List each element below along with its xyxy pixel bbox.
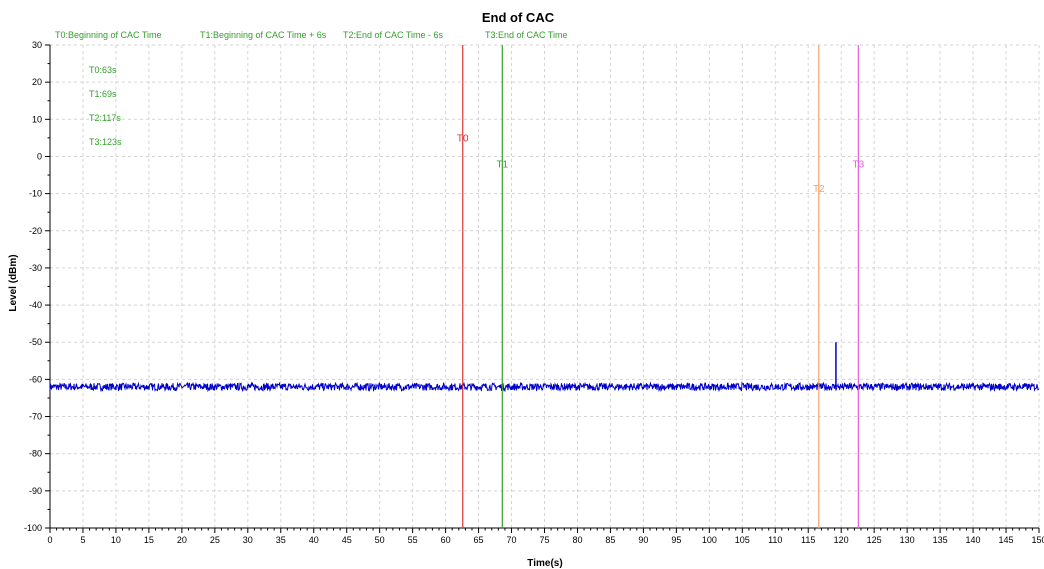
marker-label-t3: T3 (853, 160, 865, 171)
series (49, 342, 1040, 393)
x-tick-label: 100 (702, 535, 717, 545)
y-tick-label: -30 (29, 263, 42, 273)
y-tick-label: -100 (24, 523, 42, 533)
legend-entry: T0:Beginning of CAC Time (55, 30, 162, 40)
x-tick-label: 110 (768, 535, 782, 545)
legend-entry: T1:Beginning of CAC Time + 6s (200, 30, 327, 40)
x-tick-label: 55 (408, 535, 418, 545)
y-tick-label: -20 (29, 226, 42, 236)
x-tick-label: 75 (539, 535, 549, 545)
markers: T0 T1 T2 T3 (457, 45, 865, 528)
y-tick-label: -10 (29, 189, 42, 199)
x-tick-label: 120 (834, 535, 849, 545)
info-line: T1:69s (89, 89, 117, 99)
x-tick-label: 50 (375, 535, 385, 545)
chart-title: End of CAC (482, 10, 555, 25)
info-line: T0:63s (89, 65, 117, 75)
y-tick-label: 0 (37, 151, 42, 161)
legend-top: T0:Beginning of CAC Time T1:Beginning of … (55, 30, 568, 40)
marker-label-t1: T1 (496, 160, 508, 171)
x-tick-label: 20 (177, 535, 187, 545)
x-tick-label: 90 (638, 535, 648, 545)
y-tick-label: -40 (29, 300, 42, 310)
x-axis-label: Time(s) (527, 558, 562, 569)
y-tick-label: 30 (32, 40, 42, 50)
y-tick-label: -70 (29, 412, 42, 422)
signal-line (49, 381, 1040, 393)
legend-entry: T2:End of CAC Time - 6s (343, 30, 444, 40)
x-tick-label: 15 (144, 535, 154, 545)
x-tick-label: 60 (441, 535, 451, 545)
x-tick-label: 70 (507, 535, 517, 545)
x-tick-label: 10 (111, 535, 121, 545)
x-tick-label: 135 (933, 535, 948, 545)
x-tick-label: 65 (474, 535, 484, 545)
x-tick-label: 0 (47, 535, 52, 545)
y-tick-label: -60 (29, 374, 42, 384)
x-tick-label: 5 (80, 535, 85, 545)
info-box: T0:63s T1:69s T2:117s T3:123s (89, 65, 122, 147)
x-tick-label: 150 (1031, 535, 1044, 545)
x-tick-label: 105 (735, 535, 750, 545)
axes: 0 5 10 15 20 25 30 35 40 45 50 55 60 65 70 75 80 85 90 95 10… (24, 40, 1044, 545)
legend-entry: T3:End of CAC Time (485, 30, 568, 40)
x-tick-label: 40 (309, 535, 319, 545)
y-tick-label: 10 (32, 114, 42, 124)
marker-label-t0: T0 (457, 134, 469, 145)
x-tick-label: 140 (966, 535, 981, 545)
y-tick-label: -80 (29, 449, 42, 459)
x-tick-label: 115 (801, 535, 815, 545)
x-tick-label: 125 (867, 535, 882, 545)
info-line: T3:123s (89, 137, 122, 147)
x-tick-label: 145 (999, 535, 1014, 545)
x-tick-label: 35 (276, 535, 286, 545)
x-tick-label: 25 (210, 535, 220, 545)
x-tick-label: 45 (342, 535, 352, 545)
info-line: T2:117s (89, 113, 121, 123)
y-tick-label: -90 (29, 486, 42, 496)
y-tick-label: 20 (32, 77, 42, 87)
x-tick-label: 130 (900, 535, 915, 545)
x-tick-label: 80 (572, 535, 582, 545)
y-tick-label: -50 (29, 337, 42, 347)
grid (50, 44, 1040, 528)
x-tick-label: 95 (671, 535, 681, 545)
x-tick-label: 85 (605, 535, 615, 545)
y-axis-label: Level (dBm) (8, 254, 19, 311)
marker-label-t2: T2 (813, 184, 825, 195)
x-tick-label: 30 (243, 535, 253, 545)
